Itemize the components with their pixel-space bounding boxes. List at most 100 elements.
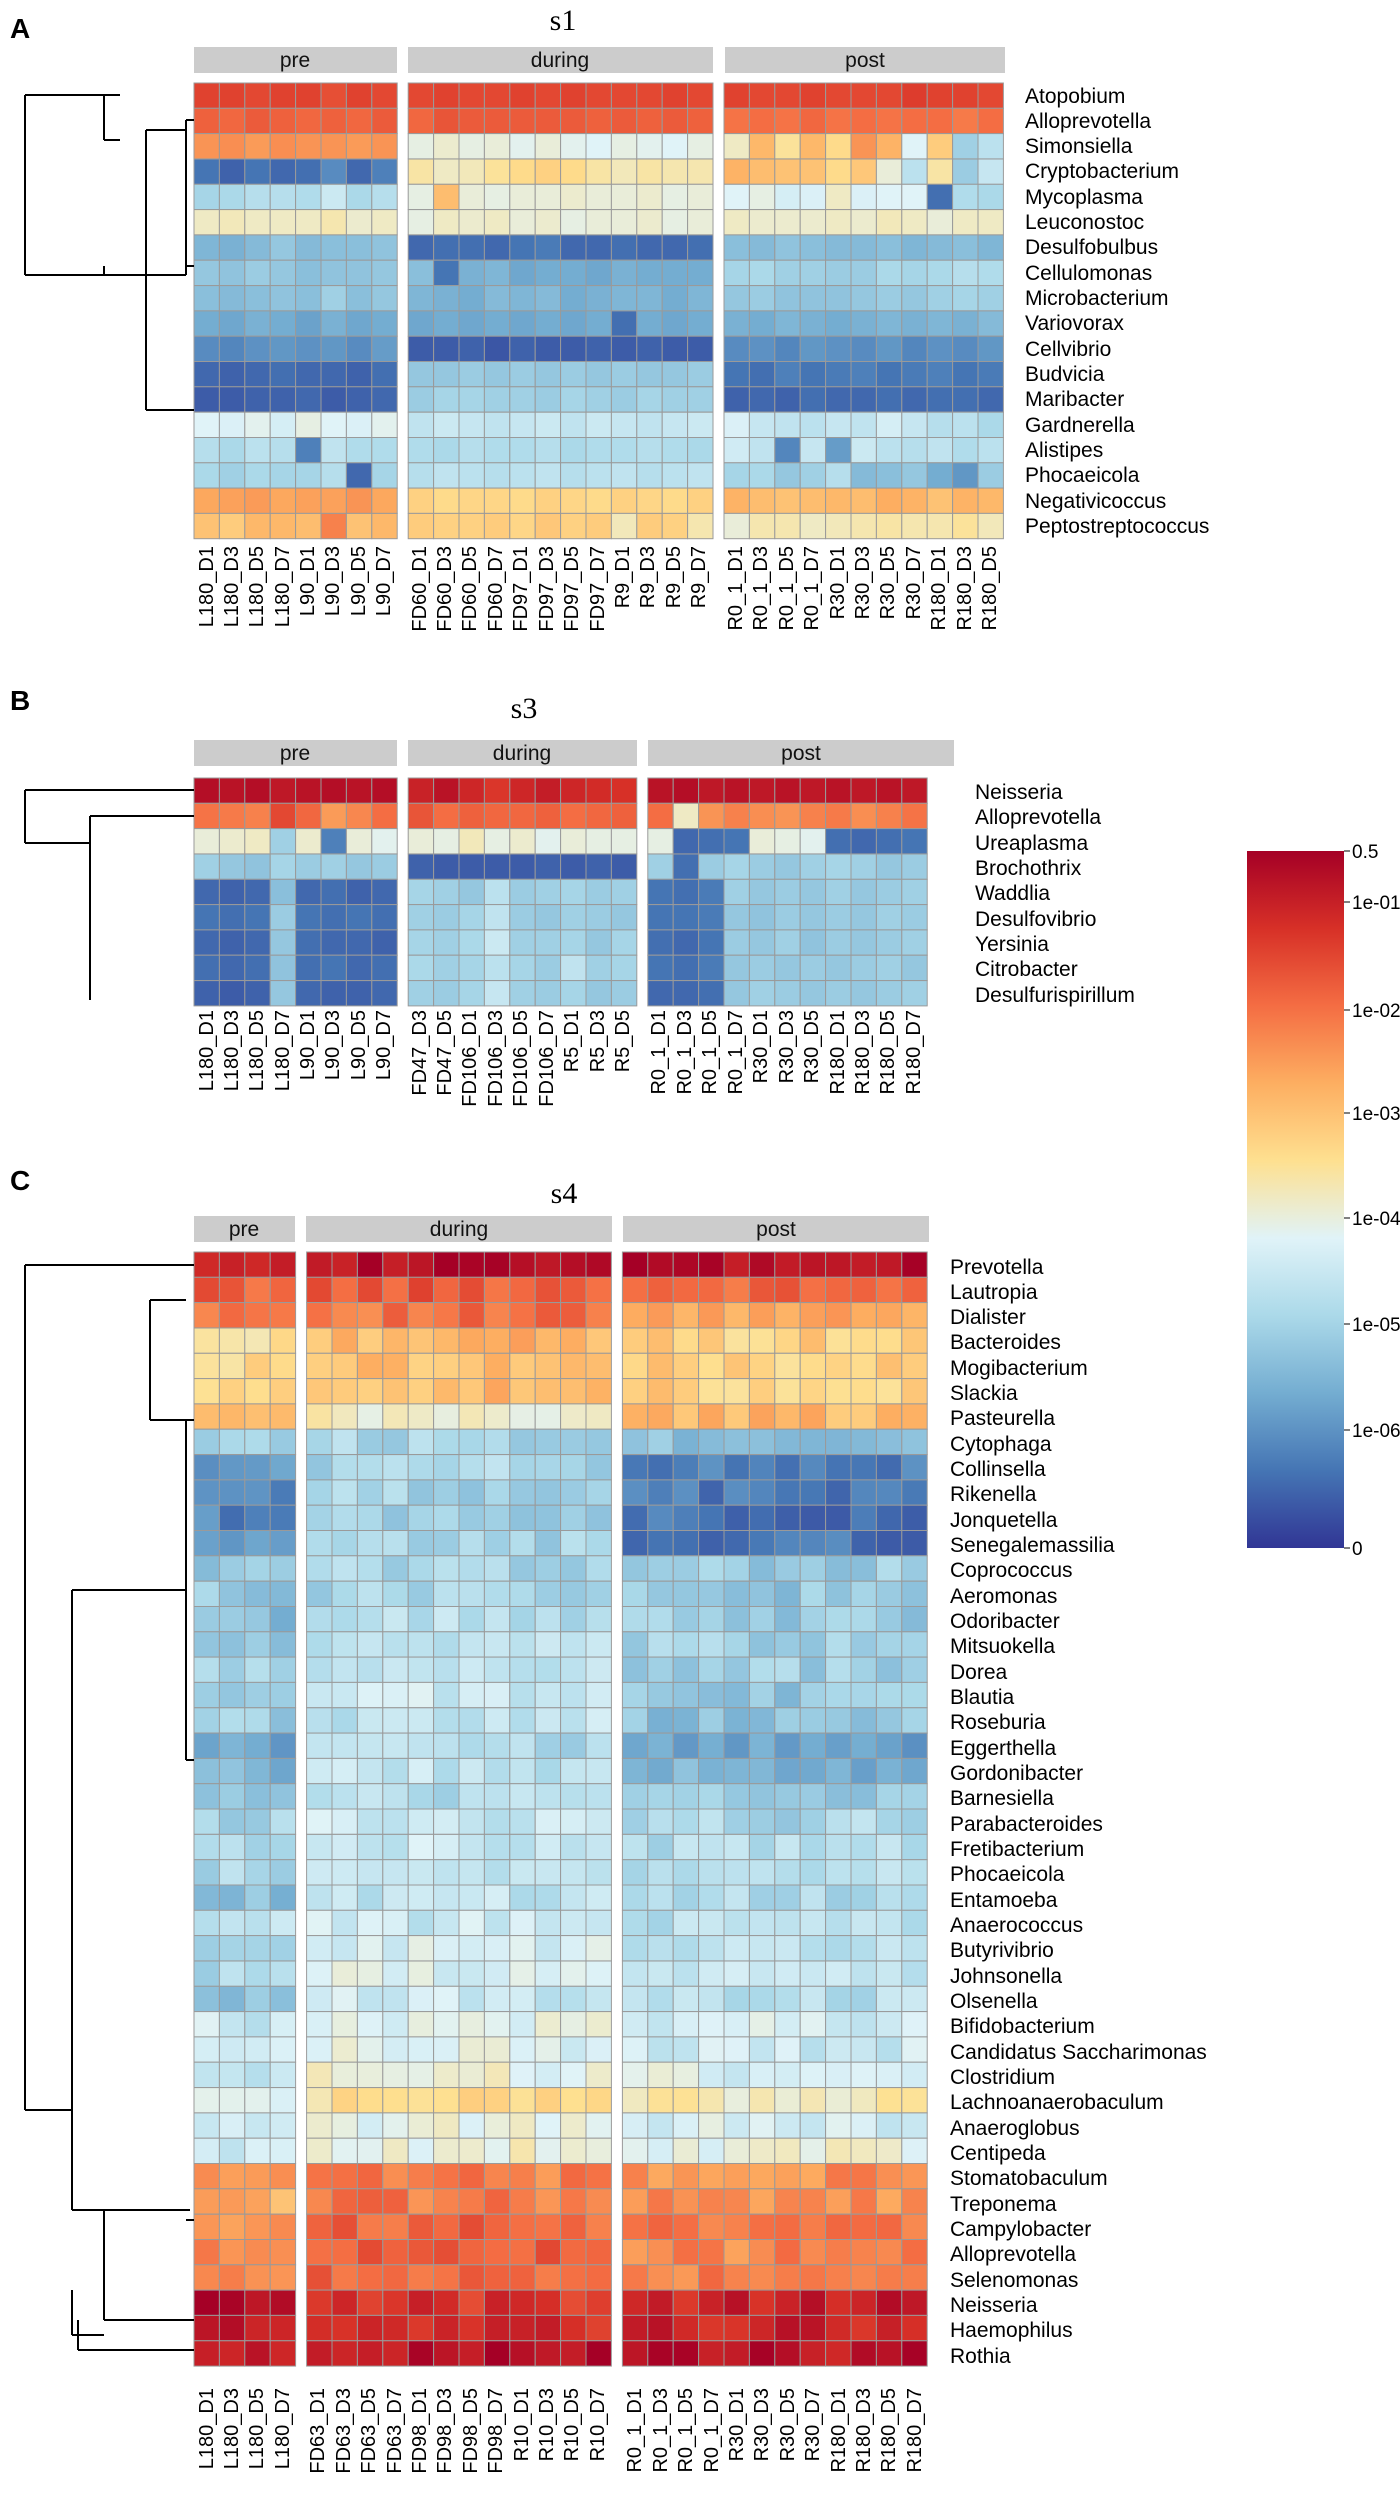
heatmap-cell: [509, 1530, 536, 1557]
heatmap-cell: [356, 2011, 384, 2038]
column-label: R0_1_D3: [750, 546, 772, 631]
heatmap-cell: [433, 2163, 460, 2190]
heatmap-cell: [661, 386, 689, 413]
heatmap-cell: [672, 1251, 700, 1278]
heatmap-cell: [647, 1403, 674, 1430]
heatmap-cell: [687, 209, 714, 236]
heatmap-cell: [774, 386, 801, 413]
heatmap-cell: [382, 1631, 409, 1658]
heatmap-cell: [825, 1909, 852, 1937]
heatmap-cell: [509, 802, 536, 830]
heatmap-cell: [621, 1555, 649, 1582]
heatmap-cell: [723, 1656, 750, 1683]
heatmap-cell: [799, 512, 827, 540]
heatmap-cell: [621, 2340, 649, 2367]
heatmap-cell: [825, 1302, 852, 1329]
heatmap-cell: [926, 437, 954, 464]
heatmap-cell: [585, 777, 612, 804]
heatmap-cell: [901, 1935, 928, 1962]
heatmap-cell: [748, 335, 776, 363]
heatmap-cell: [610, 158, 638, 185]
heatmap-cell: [977, 285, 1004, 312]
heatmap-cell: [458, 2137, 485, 2164]
heatmap-cell: [483, 828, 511, 855]
heatmap-cell: [218, 386, 246, 413]
heatmap-cell: [306, 2112, 333, 2139]
heatmap-cell: [433, 1555, 460, 1582]
row-label: Collinsella: [950, 1458, 1046, 1481]
heatmap-cell: [356, 1428, 384, 1455]
heatmap-cell: [723, 2213, 750, 2240]
heatmap-cell: [825, 929, 852, 956]
heatmap-cell: [331, 2264, 358, 2291]
heatmap-cell: [585, 512, 612, 540]
heatmap-cell: [345, 259, 373, 287]
heatmap-cell: [875, 2340, 903, 2367]
heatmap-cell: [483, 878, 511, 906]
heatmap-cell: [799, 1428, 827, 1455]
heatmap-cell: [407, 158, 435, 185]
heatmap-cell: [483, 2137, 511, 2164]
heatmap-cell: [774, 2112, 801, 2139]
heatmap-cell: [244, 386, 271, 413]
heatmap-cell: [193, 2264, 220, 2291]
heatmap-cell: [509, 1757, 536, 1785]
heatmap-cell: [407, 285, 435, 312]
row-label: Waddlia: [975, 882, 1050, 905]
heatmap-cell: [269, 512, 297, 540]
heatmap-cell: [610, 904, 638, 931]
heatmap-cell: [875, 878, 903, 906]
heatmap-cell: [647, 1909, 674, 1937]
heatmap-cell: [825, 2340, 852, 2367]
heatmap-cell: [698, 1656, 725, 1683]
heatmap-cell: [458, 2264, 485, 2291]
heatmap-cell: [560, 487, 587, 514]
heatmap-cell: [799, 335, 827, 363]
heatmap-cell: [647, 2289, 674, 2316]
heatmap-cell: [458, 2163, 485, 2190]
heatmap-cell: [306, 2264, 333, 2291]
heatmap-cell: [407, 487, 435, 514]
heatmap-cell: [193, 1935, 220, 1962]
heatmap-cell: [433, 462, 460, 489]
heatmap-cell: [636, 285, 663, 312]
row-label: Candidatus Saccharimonas: [950, 2041, 1207, 2064]
heatmap-cell: [483, 853, 511, 880]
heatmap-cell: [698, 1909, 725, 1937]
heatmap-cell: [433, 2011, 460, 2038]
heatmap-cell: [799, 1783, 827, 1810]
heatmap-cell: [621, 2137, 649, 2164]
heatmap-cell: [585, 259, 612, 287]
heatmap-cell: [698, 802, 725, 830]
heatmap-cell: [345, 183, 373, 211]
heatmap-cell: [483, 1783, 511, 1810]
heatmap-cell: [244, 980, 271, 1007]
heatmap-cell: [193, 411, 220, 439]
column-label: R0_1_D5: [675, 2388, 697, 2473]
heatmap-cell: [356, 2112, 384, 2139]
heatmap-cell: [458, 259, 485, 287]
heatmap-cell: [320, 904, 347, 931]
heatmap-cell: [193, 2213, 220, 2240]
heatmap-cell: [672, 2340, 700, 2367]
column-label: R9_D7: [688, 546, 710, 608]
heatmap-cell: [295, 954, 322, 982]
heatmap-cell: [193, 1378, 220, 1405]
row-label: Desulfovibrio: [975, 908, 1096, 931]
heatmap-cell: [799, 980, 827, 1007]
heatmap-cell: [509, 2213, 536, 2240]
heatmap-cell: [647, 1378, 674, 1405]
heatmap-cell: [218, 1378, 246, 1405]
heatmap-cell: [269, 1985, 297, 2013]
heatmap-cell: [306, 1428, 333, 1455]
heatmap-cell: [269, 1681, 297, 1709]
heatmap-cell: [585, 107, 612, 135]
heatmap-cell: [509, 904, 536, 931]
heatmap-cell: [356, 2036, 384, 2063]
heatmap-cell: [621, 1276, 649, 1304]
heatmap-cell: [458, 512, 485, 540]
heatmap-cell: [433, 437, 460, 464]
heatmap-cell: [647, 1555, 674, 1582]
heatmap-cell: [875, 2188, 903, 2215]
heatmap-cell: [483, 1327, 511, 1354]
